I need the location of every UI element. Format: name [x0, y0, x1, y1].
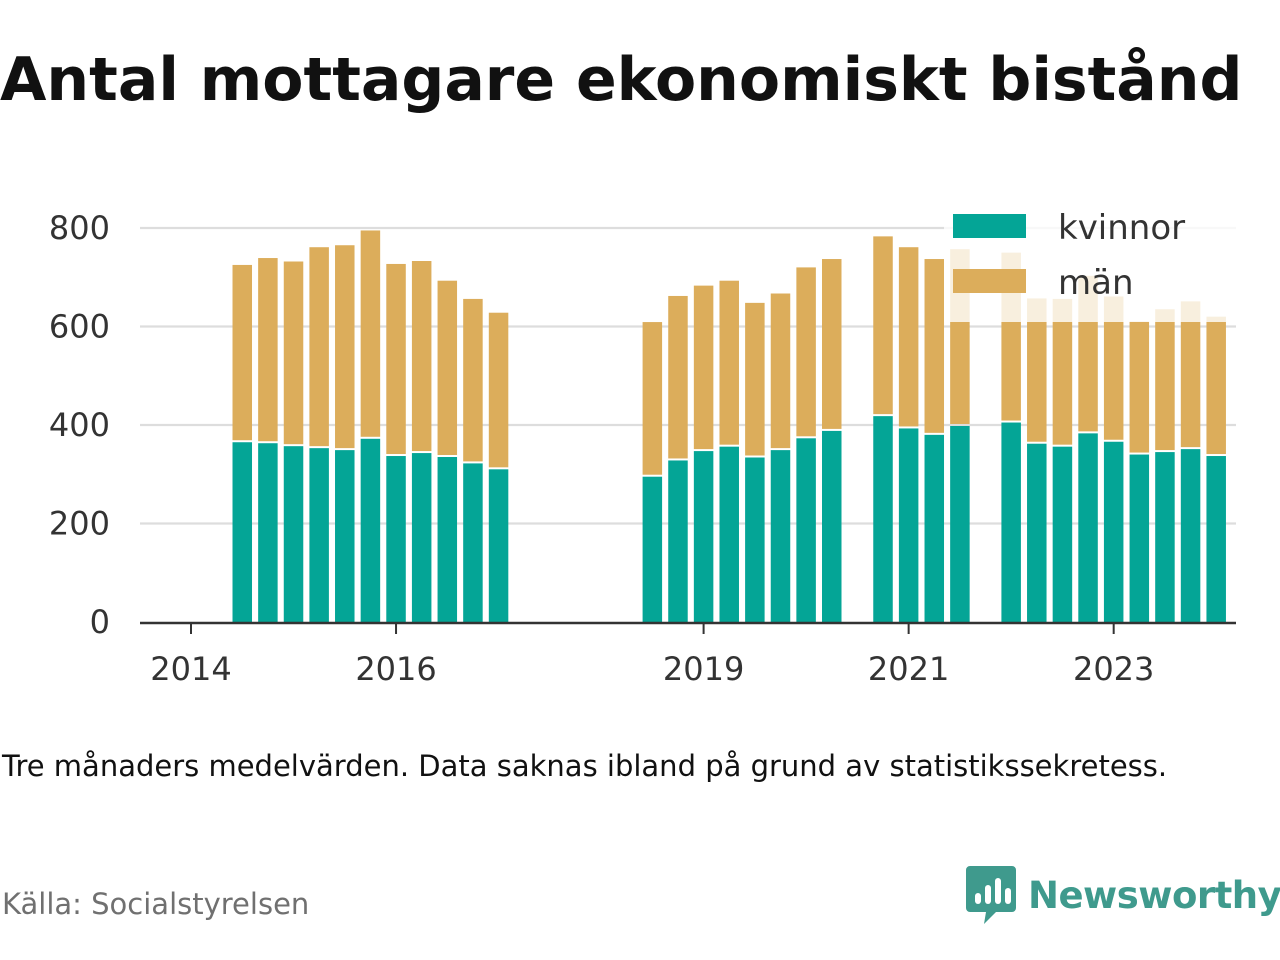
bar-kvinnor — [950, 425, 970, 622]
source-note: Källa: Socialstyrelsen — [2, 887, 310, 921]
x-tick-label: 2019 — [663, 650, 744, 688]
bar-man — [1155, 309, 1175, 451]
bar-kvinnor — [1155, 452, 1175, 622]
bar-kvinnor — [463, 463, 483, 622]
bar-man — [258, 258, 278, 442]
y-tick-label: 800 — [49, 209, 110, 247]
bar-kvinnor — [283, 446, 304, 622]
bar-man — [411, 261, 432, 452]
bar-man — [309, 247, 329, 447]
x-tick-label: 2021 — [868, 650, 949, 688]
y-tick-label: 0 — [90, 603, 110, 641]
axes: 2014 2016 2019 2021 2023 — [140, 621, 1236, 688]
bar-man — [463, 298, 483, 462]
bar-kvinnor — [898, 428, 919, 622]
bar-kvinnor — [1078, 433, 1098, 622]
bar-chart-bubble-icon — [966, 866, 1016, 924]
chart-title: Antal mottagare ekonomiskt bistånd — [0, 45, 1243, 115]
bar-man — [898, 247, 919, 427]
bar-man — [1052, 298, 1073, 445]
bar-kvinnor — [796, 438, 816, 622]
chart-caption: Tre månaders medelvärden. Data saknas ib… — [2, 749, 1168, 783]
bar-kvinnor — [309, 448, 329, 622]
bar-kvinnor — [668, 460, 688, 622]
x-tick-label: 2014 — [150, 650, 231, 688]
bar-man — [822, 259, 842, 429]
bar-man — [1180, 301, 1201, 448]
bar-kvinnor — [873, 416, 893, 622]
bar-kvinnor — [1129, 454, 1150, 622]
bar-kvinnor — [258, 443, 278, 622]
chart: 0 200 400 600 800 2014 2016 2019 2021 2023 kvinn… — [49, 206, 1240, 688]
logo-text: Newsworthy — [1028, 873, 1280, 917]
bar-kvinnor — [745, 457, 765, 622]
bar-man — [488, 312, 509, 468]
bar-kvinnor — [822, 430, 842, 622]
bar-man — [642, 322, 663, 475]
bar-man — [386, 263, 406, 455]
bar-man — [360, 230, 381, 437]
legend-swatch-kvinnor — [953, 214, 1026, 238]
bar-kvinnor — [437, 457, 458, 622]
bar-man — [1206, 316, 1226, 455]
bar-man — [873, 236, 893, 415]
newsworthy-logo: Newsworthy — [966, 866, 1280, 924]
bar-kvinnor — [1180, 449, 1201, 622]
bar-kvinnor — [1206, 456, 1226, 622]
bar-kvinnor — [693, 451, 714, 622]
bar-kvinnor — [1052, 446, 1073, 622]
legend-label: män — [1058, 263, 1134, 303]
bar-man — [1129, 321, 1150, 453]
bar-man — [335, 245, 355, 449]
legend: kvinnor män — [944, 206, 1240, 322]
bar-kvinnor — [642, 476, 663, 622]
bar-kvinnor — [232, 442, 253, 622]
bar-man — [745, 302, 765, 456]
bar-kvinnor — [719, 446, 739, 622]
bar-kvinnor — [411, 453, 432, 622]
y-tick-label: 600 — [49, 308, 110, 346]
x-tick-label: 2023 — [1073, 650, 1154, 688]
bar-man — [719, 280, 739, 445]
bar-kvinnor — [1103, 441, 1124, 622]
bar-man — [1027, 298, 1047, 442]
bar-man — [437, 280, 458, 456]
bar-kvinnor — [335, 450, 355, 622]
bar-man — [283, 261, 304, 445]
bar-man — [693, 285, 714, 450]
y-tick-label: 200 — [49, 505, 110, 543]
bars — [232, 230, 1226, 622]
bar-kvinnor — [770, 450, 791, 622]
y-tick-label: 400 — [49, 406, 110, 444]
bar-kvinnor — [360, 438, 381, 622]
bar-man — [1103, 296, 1124, 440]
bar-man — [770, 293, 791, 449]
bar-kvinnor — [386, 456, 406, 622]
bar-man — [924, 259, 945, 433]
legend-swatch-man — [953, 269, 1026, 293]
bar-man — [232, 264, 253, 441]
legend-label: kvinnor — [1058, 208, 1185, 248]
bar-kvinnor — [924, 434, 945, 622]
bar-kvinnor — [1001, 422, 1021, 622]
bar-man — [796, 267, 816, 437]
x-tick-label: 2016 — [355, 650, 436, 688]
bar-kvinnor — [1027, 443, 1047, 622]
bar-man — [668, 295, 688, 459]
bar-kvinnor — [488, 469, 509, 622]
